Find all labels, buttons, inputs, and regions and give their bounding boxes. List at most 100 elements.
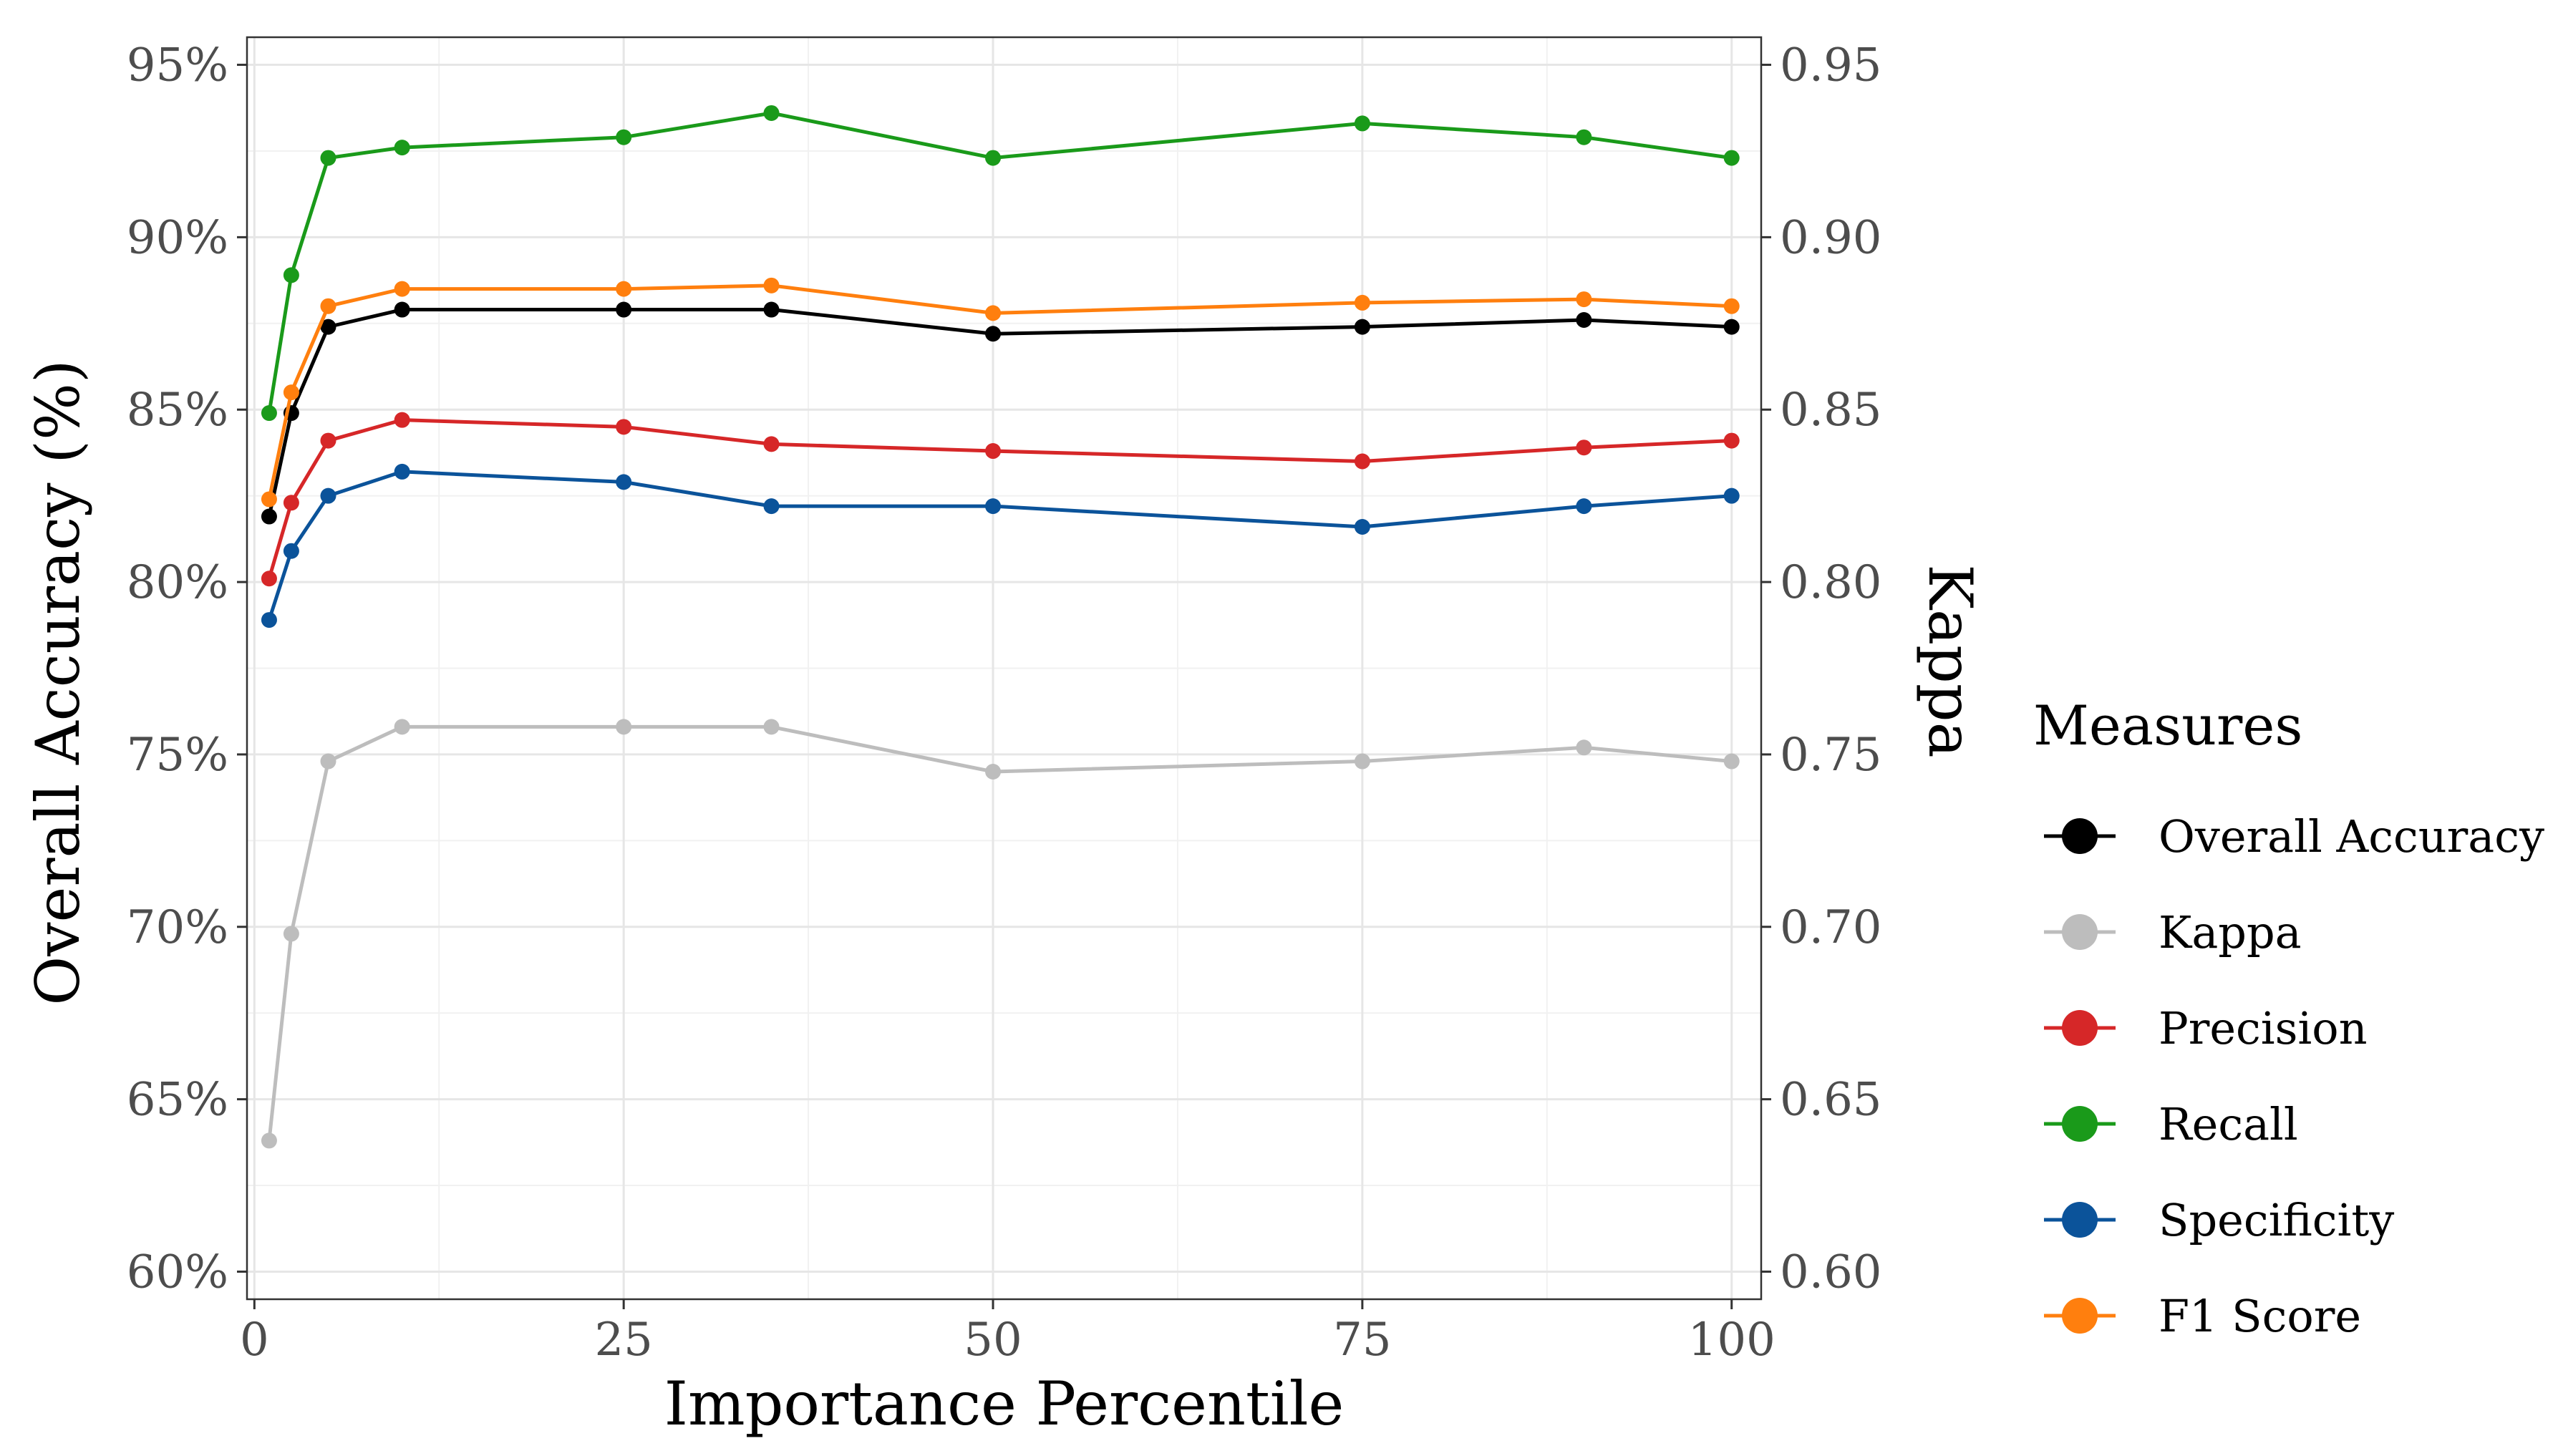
y2-axis-title: Kappa — [1915, 564, 1985, 757]
f1-score-point — [394, 281, 410, 297]
overall-accuracy-point — [320, 319, 336, 335]
legend-label: Precision — [2159, 1002, 2368, 1054]
overall-accuracy-point — [1576, 311, 1592, 328]
x-tick-label: 100 — [1688, 1314, 1776, 1367]
y2-tick-label: 0.70 — [1780, 901, 1882, 954]
f1-score-point — [985, 305, 1002, 321]
precision-point — [320, 432, 336, 449]
y-tick-label: 70% — [127, 901, 228, 954]
legend-items: Overall Accuracy Kappa Precision Recall Spec… — [2044, 810, 2544, 1342]
precision-point — [283, 495, 299, 511]
kappa-point — [1354, 753, 1370, 770]
series-specificity — [261, 463, 1740, 628]
legend-key-marker — [2062, 914, 2098, 950]
specificity-point — [394, 463, 410, 480]
specificity-point — [283, 543, 299, 559]
y2-tick-label: 0.85 — [1780, 384, 1882, 437]
x-tick-label: 75 — [1333, 1314, 1391, 1367]
precision-point — [261, 571, 277, 587]
recall-point — [1354, 115, 1370, 132]
kappa-point — [763, 719, 780, 735]
y2-tick-label: 0.80 — [1780, 556, 1882, 609]
recall-point — [1576, 129, 1592, 145]
specificity-point — [261, 612, 277, 628]
legend-item-recall: Recall — [2044, 1098, 2298, 1150]
y2-tick-label: 0.60 — [1780, 1246, 1882, 1299]
overall-accuracy-point — [985, 326, 1002, 342]
series-overall-accuracy — [261, 301, 1740, 525]
legend-key-marker — [2062, 1010, 2098, 1046]
series-recall — [261, 105, 1740, 422]
series-lines — [261, 105, 1740, 1149]
f1-score-line — [267, 283, 1732, 500]
overall-accuracy-point — [394, 301, 410, 318]
kappa-point — [1576, 739, 1592, 756]
y-tick-label: 75% — [127, 729, 228, 782]
tick-labels: 0 25 50 75 100 60% 65% 70% 75% 80% 85% 90% 95% 0.60 0.… — [127, 39, 1882, 1367]
f1-score-point — [261, 491, 277, 508]
kappa-point — [261, 1132, 277, 1149]
f1-score-point — [616, 281, 632, 297]
x-axis-title: Importance Percentile — [664, 1369, 1344, 1439]
f1-score-point — [320, 298, 336, 314]
precision-point — [1576, 440, 1592, 456]
legend-key-marker — [2062, 1106, 2098, 1142]
legend-key-marker — [2062, 1202, 2098, 1238]
f1-score-point — [1354, 294, 1370, 311]
y2-tick-label: 0.90 — [1780, 211, 1882, 264]
legend-label: Overall Accuracy — [2159, 810, 2544, 863]
recall-line — [267, 111, 1733, 414]
y-tick-label: 95% — [127, 39, 228, 92]
recall-point — [1723, 150, 1740, 166]
legend-key-marker — [2062, 1298, 2098, 1334]
recall-point — [283, 267, 299, 283]
kappa-point — [985, 764, 1002, 780]
legend-item-f1-score: F1 Score — [2044, 1290, 2361, 1342]
specificity-point — [1576, 498, 1592, 515]
series-precision — [261, 412, 1740, 587]
recall-point — [985, 150, 1002, 166]
recall-point — [394, 140, 410, 156]
specificity-point — [1723, 487, 1740, 504]
y-tick-label: 60% — [127, 1246, 228, 1299]
specificity-point — [763, 498, 780, 515]
overall-accuracy-point — [616, 301, 632, 318]
y2-tick-label: 0.65 — [1780, 1074, 1882, 1127]
legend-item-precision: Precision — [2044, 1002, 2368, 1054]
y2-tick-label: 0.75 — [1780, 729, 1882, 782]
y-tick-label: 85% — [127, 384, 228, 437]
kappa-point — [320, 753, 336, 770]
kappa-point — [394, 719, 410, 735]
specificity-point — [985, 498, 1002, 515]
precision-point — [985, 443, 1002, 460]
overall-accuracy-line — [267, 308, 1732, 518]
recall-point — [261, 405, 277, 422]
overall-accuracy-point — [1354, 319, 1370, 335]
kappa-line — [267, 724, 1732, 1141]
x-tick-label: 25 — [594, 1314, 652, 1367]
grid-lines — [247, 37, 1761, 1299]
specificity-point — [616, 474, 632, 490]
legend-key-marker — [2062, 818, 2098, 854]
legend-item-kappa: Kappa — [2044, 906, 2302, 958]
legend-item-specificity: Specificity — [2044, 1194, 2394, 1246]
specificity-point — [1354, 519, 1370, 535]
plot-panel-border — [246, 36, 1763, 1301]
specificity-point — [320, 487, 336, 504]
x-tick-label: 0 — [240, 1314, 269, 1367]
precision-point — [763, 436, 780, 452]
kappa-point — [616, 719, 632, 735]
series-kappa — [261, 719, 1740, 1149]
legend-label: Kappa — [2159, 906, 2302, 958]
legend-title: Measures — [2033, 694, 2302, 757]
legend-item-overall-accuracy: Overall Accuracy — [2044, 810, 2544, 863]
specificity-line — [267, 470, 1732, 621]
legend: Measures Overall Accuracy Kappa Precision R… — [2033, 694, 2544, 1342]
y-tick-label: 65% — [127, 1074, 228, 1127]
y-tick-label: 80% — [127, 556, 228, 609]
y2-tick-label: 0.95 — [1780, 39, 1882, 92]
y-axis-title: Overall Accuracy (%) — [23, 359, 93, 1005]
f1-score-point — [763, 277, 780, 293]
overall-accuracy-point — [1723, 319, 1740, 335]
